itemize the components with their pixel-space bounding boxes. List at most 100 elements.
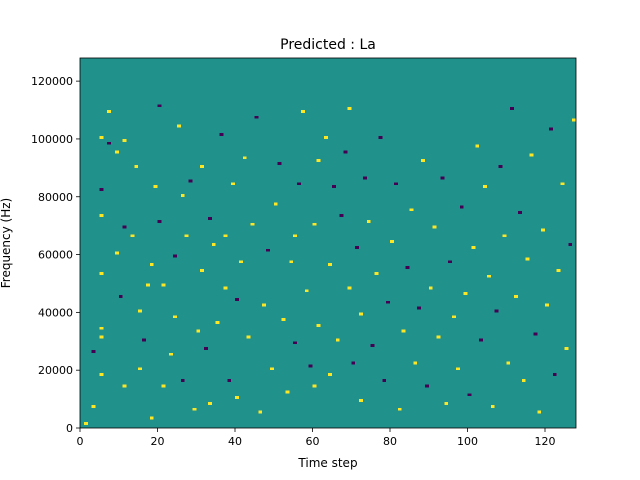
- heatmap-cell: [184, 234, 189, 238]
- heatmap-cell: [444, 401, 449, 405]
- heatmap-cell: [211, 243, 216, 246]
- heatmap-cell: [382, 378, 387, 382]
- y-axis-ticks: 0 20000 40000 60000 80000 100000 120000: [31, 75, 80, 435]
- heatmap-cell: [366, 219, 371, 223]
- heatmap-cell: [122, 138, 127, 142]
- heatmap-cell: [316, 323, 321, 327]
- heatmap-cell: [250, 222, 255, 226]
- heatmap-cell: [572, 118, 576, 122]
- heatmap-cell: [91, 404, 96, 408]
- heatmap-cell: [308, 364, 313, 368]
- heatmap-cell: [281, 318, 286, 322]
- heatmap-cell: [390, 240, 394, 243]
- heatmap-cell: [235, 396, 239, 400]
- y-tick-label: 20000: [38, 364, 73, 377]
- heatmap-cell: [219, 133, 224, 137]
- y-tick-label: 100000: [31, 133, 73, 146]
- heatmap-cell: [455, 367, 460, 371]
- heatmap-cell: [114, 150, 119, 154]
- heatmap-cell: [215, 321, 220, 324]
- heatmap-cell: [475, 144, 480, 148]
- heatmap-cell: [99, 326, 104, 330]
- heatmap-cell: [328, 373, 332, 376]
- heatmap-cell: [486, 274, 491, 278]
- x-tick-label: 0: [77, 435, 84, 448]
- heatmap-cell: [293, 341, 297, 345]
- heatmap-cell: [312, 222, 317, 226]
- heatmap-cell: [529, 153, 534, 157]
- heatmap-cell: [142, 338, 146, 342]
- heatmap-cell: [463, 292, 468, 296]
- axes-frame: [79, 57, 577, 429]
- heatmap-cell: [335, 338, 340, 342]
- x-tick-label: 80: [383, 435, 397, 448]
- heatmap-cell: [254, 115, 259, 119]
- heatmap-cell: [161, 283, 166, 287]
- heatmap-cell: [413, 361, 418, 365]
- heatmap-cell: [118, 295, 123, 298]
- heatmap-cell: [99, 136, 104, 139]
- heatmap-cell: [300, 110, 305, 113]
- heatmap-cell: [99, 214, 104, 217]
- heatmap-cell: [266, 248, 270, 252]
- heatmap-cell: [227, 378, 232, 382]
- heatmap-cell: [355, 245, 359, 249]
- heatmap-cell: [351, 361, 356, 365]
- heatmap-cell: [297, 182, 301, 186]
- heatmap-cell: [122, 225, 127, 229]
- heatmap-cell: [506, 361, 511, 365]
- heatmap-cell: [122, 384, 127, 388]
- heatmap-cell: [91, 349, 96, 353]
- heatmap-cell: [83, 422, 88, 426]
- heatmap-cell: [479, 338, 483, 342]
- heatmap-cell: [145, 283, 150, 287]
- heatmap-cell: [231, 182, 235, 186]
- heatmap-cell: [157, 219, 162, 223]
- heatmap-cell: [362, 176, 367, 180]
- heatmap-cell: [490, 404, 495, 408]
- heatmap-cell: [324, 136, 328, 139]
- heatmap-cell: [548, 127, 553, 131]
- heatmap-cell: [405, 266, 410, 270]
- heatmap-cell: [471, 245, 476, 249]
- heatmap-cell: [188, 179, 193, 183]
- chart-title: Predicted : La: [280, 37, 376, 53]
- heatmap-cell: [138, 309, 142, 313]
- heatmap-cell: [421, 159, 425, 163]
- heatmap-cell: [180, 378, 185, 382]
- x-tick-label: 60: [306, 435, 320, 448]
- heatmap-cell: [204, 347, 208, 350]
- heatmap-cell: [568, 243, 573, 246]
- heatmap-cell: [521, 378, 526, 382]
- y-tick-label: 120000: [31, 75, 73, 88]
- y-tick-label: 60000: [38, 249, 73, 262]
- heatmap-plot-area: [80, 58, 576, 428]
- heatmap-cell: [339, 214, 344, 217]
- heatmap-cell: [556, 269, 561, 272]
- heatmap-cell: [242, 156, 247, 160]
- heatmap-cell: [541, 228, 545, 232]
- heatmap-cell: [269, 367, 274, 371]
- heatmap-cell: [157, 104, 162, 108]
- y-tick-label: 0: [66, 422, 73, 435]
- heatmap-cell: [417, 306, 421, 310]
- heatmap-cell: [514, 295, 518, 298]
- heatmap-cell: [200, 164, 204, 168]
- heatmap-cell: [328, 263, 332, 267]
- heatmap-cell: [432, 225, 437, 229]
- heatmap-cell: [99, 188, 104, 191]
- heatmap-cell: [134, 164, 139, 168]
- heatmap-cell: [424, 384, 429, 388]
- heatmap-cell: [153, 185, 158, 189]
- heatmap-cell: [331, 185, 336, 189]
- heatmap-cell: [498, 164, 503, 168]
- heatmap-cell: [293, 234, 297, 238]
- heatmap-cell: [564, 347, 569, 350]
- heatmap-cell: [173, 254, 177, 258]
- heatmap-cell: [316, 159, 321, 163]
- heatmap-cell: [192, 407, 197, 411]
- heatmap-cell: [393, 182, 398, 186]
- heatmap-cell: [196, 329, 201, 333]
- x-tick-label: 20: [151, 435, 165, 448]
